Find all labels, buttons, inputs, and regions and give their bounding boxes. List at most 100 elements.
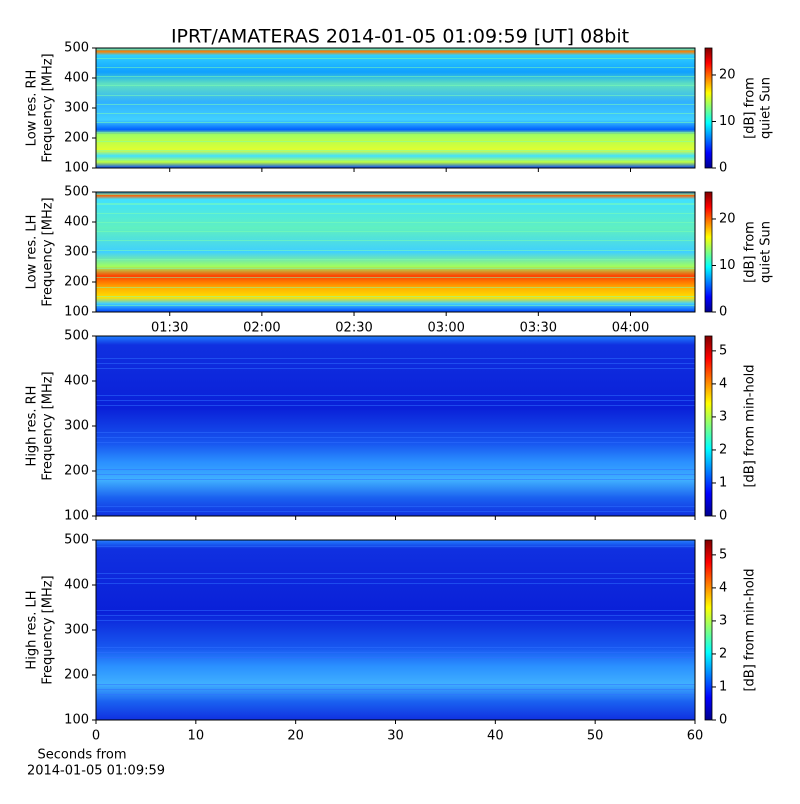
y-axis-label: Frequency [MHz] (41, 575, 56, 684)
y-tick-label: 500 (64, 533, 89, 548)
heatmap-streak (96, 400, 695, 401)
heatmap-streak (96, 573, 695, 574)
y-tick-label: 400 (64, 374, 89, 389)
colorbar-tick-label: 3 (719, 613, 727, 628)
heatmap-streak (96, 694, 695, 695)
colorbar-tick-label: 10 (719, 258, 736, 273)
heatmap-streak (96, 684, 695, 685)
heatmap-streak (96, 615, 695, 616)
heatmap-streak (96, 395, 695, 396)
heatmap (96, 192, 695, 312)
colorbar-tick-label: 0 (719, 509, 727, 524)
x-caption: Seconds from (37, 748, 126, 763)
heatmap-streak (96, 204, 695, 205)
y-tick-label: 400 (64, 578, 89, 593)
heatmap-streak (96, 76, 695, 77)
x-caption: 2014-01-05 01:09:59 (27, 764, 165, 779)
y-tick-label: 300 (64, 419, 89, 434)
colorbar-tick-label: 10 (719, 114, 736, 129)
colorbar-tick-label: 5 (719, 343, 727, 358)
x-tick-label: 30 (387, 729, 404, 744)
colorbar-tick-label: 0 (719, 713, 727, 728)
heatmap-streak (96, 652, 695, 653)
heatmap-streak (96, 437, 695, 438)
colorbar-label: [dB] from min-hold (743, 568, 758, 691)
heatmap-streak (96, 442, 695, 443)
heatmap-streak (96, 506, 695, 507)
x-tick-label: 03:00 (427, 321, 464, 336)
heatmap-streak (96, 49, 695, 50)
heatmap-streak (96, 474, 695, 475)
heatmap-streak (96, 259, 695, 260)
heatmap-streak (96, 511, 695, 512)
heatmap-streak (96, 296, 695, 297)
colorbar-tick-label: 2 (719, 442, 727, 457)
colorbar (704, 47, 713, 169)
heatmap-streak (96, 578, 695, 579)
y-tick-label: 200 (64, 275, 89, 290)
x-tick-label: 50 (587, 729, 604, 744)
y-tick-label: 500 (64, 41, 89, 56)
title: IPRT/AMATERAS 2014-01-05 01:09:59 [UT] 0… (171, 26, 629, 48)
y-tick-label: 200 (64, 131, 89, 146)
colorbar-tick-label: 2 (719, 646, 727, 661)
y-axis-label: Frequency [MHz] (41, 197, 56, 306)
y-axis-label: Frequency [MHz] (41, 371, 56, 480)
y-tick-label: 500 (64, 329, 89, 344)
heatmap-streak (96, 287, 695, 288)
heatmap (96, 336, 695, 516)
heatmap-streak (96, 268, 695, 269)
colorbar-tick-label: 20 (719, 67, 736, 82)
heatmap-streak (96, 657, 695, 658)
colorbar-label: quiet Sun (759, 221, 774, 283)
heatmap-streak (96, 213, 695, 214)
colorbar-label: [dB] from (743, 221, 758, 283)
heatmap-streak (96, 363, 695, 364)
heatmap-streak (96, 583, 695, 584)
heatmap-streak (96, 104, 695, 105)
y-tick-label: 300 (64, 101, 89, 116)
colorbar-tick-label: 5 (719, 547, 727, 562)
y-axis-label: Frequency [MHz] (41, 53, 56, 162)
heatmap-streak (96, 405, 695, 406)
colorbar-tick-label: 0 (719, 305, 727, 320)
heatmap-streak (96, 95, 695, 96)
x-tick-label: 40 (487, 729, 504, 744)
heatmap-streak (96, 122, 695, 123)
y-axis-label: High res. LH (25, 590, 40, 669)
heatmap-streak (96, 132, 695, 133)
y-tick-label: 100 (64, 305, 89, 320)
y-tick-label: 100 (64, 713, 89, 728)
x-tick-label: 02:30 (335, 321, 372, 336)
x-tick-label: 04:00 (612, 321, 649, 336)
y-tick-label: 300 (64, 245, 89, 260)
x-tick-label: 10 (188, 729, 205, 744)
y-tick-label: 100 (64, 161, 89, 176)
heatmap-streak (96, 250, 695, 251)
heatmap-streak (96, 610, 695, 611)
heatmap-streak (96, 194, 695, 195)
heatmap-streak (96, 85, 695, 86)
heatmap-streak (96, 141, 695, 142)
y-axis-label: High res. RH (25, 386, 40, 467)
heatmap-streak (96, 647, 695, 648)
heatmap-streak (96, 541, 695, 542)
heatmap-streak (96, 546, 695, 547)
heatmap-streak (96, 620, 695, 621)
heatmap-streak (96, 358, 695, 359)
x-tick-label: 01:30 (151, 321, 188, 336)
colorbar-tick-label: 3 (719, 409, 727, 424)
x-tick-label: 0 (92, 729, 100, 744)
heatmap-streak (96, 469, 695, 470)
heatmap-streak (96, 58, 695, 59)
heatmap-streak (96, 432, 695, 433)
heatmap-streak (96, 113, 695, 114)
heatmap-streak (96, 479, 695, 480)
heatmap-streak (96, 150, 695, 151)
heatmap-streak (96, 305, 695, 306)
heatmap-streak (96, 231, 695, 232)
y-tick-label: 400 (64, 215, 89, 230)
y-tick-label: 200 (64, 464, 89, 479)
colorbar-tick-label: 4 (719, 580, 727, 595)
heatmap-streak (96, 67, 695, 68)
